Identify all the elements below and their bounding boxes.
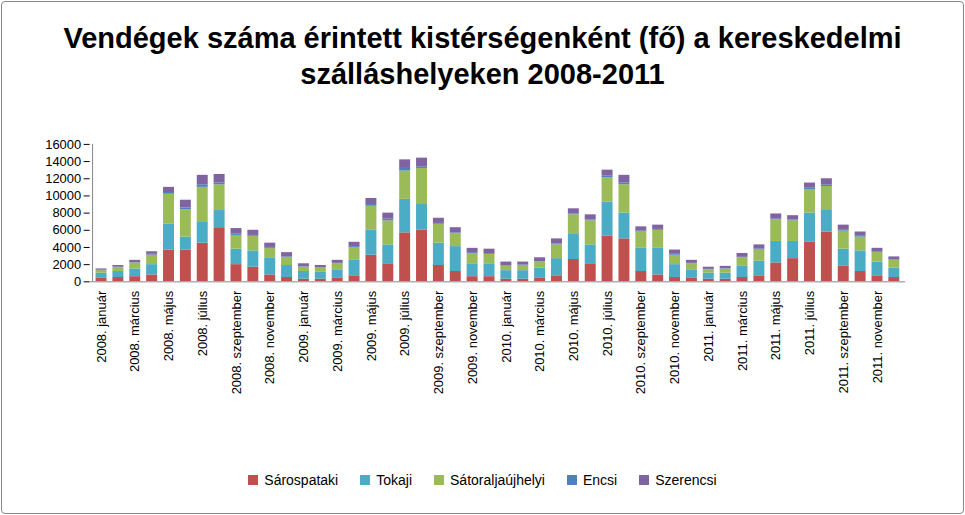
svg-text:6000: 6000 xyxy=(52,222,81,237)
html-text:Sárospataki: Sárospataki xyxy=(264,472,339,488)
html-text:Vendégek száma érintett kistér: Vendégek száma érintett kistérségenként … xyxy=(63,22,902,90)
svg-text:2011. május: 2011. május xyxy=(768,291,783,361)
svg-text:2008. november: 2008. november xyxy=(262,290,277,384)
svg-text:2009. január: 2009. január xyxy=(296,290,311,363)
svg-text:2009. július: 2009. július xyxy=(397,291,412,356)
svg-text:12000: 12000 xyxy=(45,171,81,186)
svg-text:2009. március: 2009. március xyxy=(330,291,345,372)
html-text:Sátoraljaújhelyi: Sátoraljaújhelyi xyxy=(450,472,545,488)
svg-text:2011. január: 2011. január xyxy=(701,290,716,362)
svg-text:2000: 2000 xyxy=(52,257,81,272)
svg-text:2008. március: 2008. március xyxy=(127,291,142,372)
html-text:Encsi: Encsi xyxy=(583,472,618,488)
svg-text:8000: 8000 xyxy=(52,205,81,220)
svg-text:2008. január: 2008. január xyxy=(94,290,109,363)
svg-text:2010. szeptember: 2010. szeptember xyxy=(633,290,648,394)
svg-text:2009. szeptember: 2009. szeptember xyxy=(431,290,446,394)
svg-text:2009. november: 2009. november xyxy=(465,290,480,384)
html-text:Tokaji: Tokaji xyxy=(376,472,412,488)
svg-text:4000: 4000 xyxy=(52,240,81,255)
svg-text:2011. március: 2011. március xyxy=(735,291,750,371)
svg-text:2010. március: 2010. március xyxy=(532,291,547,372)
svg-text:2008. május: 2008. május xyxy=(161,291,176,361)
html-text:Szerencsi: Szerencsi xyxy=(655,472,717,488)
svg-text:16000: 16000 xyxy=(45,137,81,152)
svg-text:10000: 10000 xyxy=(45,188,81,203)
svg-text:2011. november: 2011. november xyxy=(870,290,885,383)
svg-text:2011. szeptember: 2011. szeptember xyxy=(836,290,851,393)
svg-text:2010. november: 2010. november xyxy=(667,290,682,384)
svg-text:14000: 14000 xyxy=(45,154,81,169)
svg-text:2009. május: 2009. május xyxy=(364,291,379,361)
svg-text:2010. július: 2010. július xyxy=(600,291,615,356)
svg-text:0: 0 xyxy=(74,274,81,289)
svg-text:2011. július: 2011. július xyxy=(802,291,817,356)
svg-text:2010. május: 2010. május xyxy=(566,291,581,361)
svg-text:2010. január: 2010. január xyxy=(499,290,514,363)
svg-text:2008. július: 2008. július xyxy=(195,291,210,356)
svg-text:2008. szeptember: 2008. szeptember xyxy=(229,290,244,394)
